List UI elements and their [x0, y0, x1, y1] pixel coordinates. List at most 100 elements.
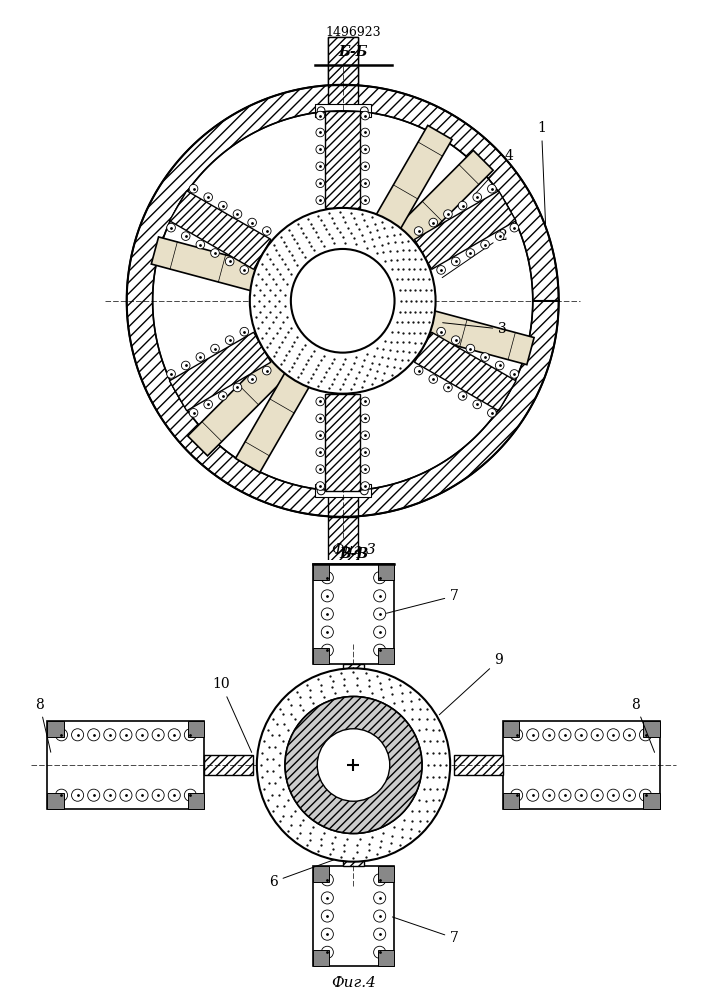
Circle shape: [458, 201, 467, 210]
Circle shape: [316, 162, 325, 171]
Circle shape: [373, 590, 386, 602]
Circle shape: [204, 193, 213, 202]
Bar: [378, 866, 394, 882]
Bar: [188, 793, 204, 809]
Circle shape: [373, 892, 386, 904]
Circle shape: [204, 400, 213, 409]
Circle shape: [361, 465, 370, 473]
Circle shape: [218, 201, 227, 210]
Circle shape: [317, 487, 325, 495]
Text: 1: 1: [537, 121, 546, 224]
Circle shape: [481, 353, 489, 361]
Circle shape: [543, 789, 555, 801]
Circle shape: [466, 344, 474, 353]
Circle shape: [607, 789, 619, 801]
Bar: [47, 793, 64, 809]
Bar: [47, 721, 64, 737]
Bar: [315, 104, 370, 117]
Circle shape: [361, 397, 370, 406]
Bar: [313, 950, 329, 966]
Circle shape: [527, 729, 539, 741]
Circle shape: [373, 910, 386, 922]
Bar: [327, 517, 358, 564]
Circle shape: [291, 249, 395, 353]
Circle shape: [361, 487, 368, 495]
Polygon shape: [414, 191, 516, 269]
Circle shape: [233, 383, 242, 392]
Text: 9: 9: [439, 653, 503, 715]
Circle shape: [373, 626, 386, 638]
Circle shape: [321, 928, 334, 940]
Polygon shape: [170, 191, 271, 269]
Circle shape: [120, 729, 132, 741]
Circle shape: [316, 431, 325, 440]
Circle shape: [316, 414, 325, 423]
Circle shape: [437, 327, 445, 336]
Text: 2: 2: [442, 229, 507, 278]
Circle shape: [88, 789, 100, 801]
Circle shape: [373, 572, 386, 584]
Circle shape: [488, 409, 496, 417]
Circle shape: [321, 946, 334, 958]
Circle shape: [55, 789, 68, 801]
Bar: [643, 721, 660, 737]
Circle shape: [185, 729, 197, 741]
Circle shape: [247, 218, 257, 227]
Text: Б-Б: Б-Б: [339, 45, 368, 59]
Circle shape: [167, 223, 175, 232]
Text: 10: 10: [213, 677, 252, 752]
Circle shape: [591, 729, 603, 741]
Bar: [378, 564, 394, 580]
Circle shape: [527, 789, 539, 801]
Text: 3: 3: [443, 322, 507, 336]
Circle shape: [316, 397, 325, 406]
Bar: [313, 564, 329, 580]
Circle shape: [316, 448, 325, 457]
Circle shape: [189, 184, 198, 193]
Circle shape: [211, 249, 219, 257]
Bar: [344, 664, 363, 688]
Circle shape: [452, 336, 460, 344]
Circle shape: [321, 892, 334, 904]
Circle shape: [321, 590, 334, 602]
Circle shape: [373, 946, 386, 958]
Circle shape: [316, 111, 325, 120]
Bar: [327, 37, 358, 85]
Bar: [503, 721, 660, 809]
Bar: [313, 866, 394, 966]
Circle shape: [639, 789, 652, 801]
Bar: [313, 648, 329, 664]
Circle shape: [414, 366, 423, 375]
Circle shape: [316, 465, 325, 473]
Circle shape: [361, 414, 370, 423]
Polygon shape: [187, 150, 493, 456]
Polygon shape: [170, 332, 271, 411]
Circle shape: [361, 111, 370, 120]
Circle shape: [168, 789, 180, 801]
Circle shape: [182, 361, 190, 370]
Circle shape: [373, 928, 386, 940]
Circle shape: [473, 193, 481, 202]
Polygon shape: [325, 394, 360, 491]
Circle shape: [321, 874, 334, 886]
Circle shape: [624, 729, 636, 741]
Bar: [378, 950, 394, 966]
Circle shape: [361, 431, 370, 440]
Circle shape: [373, 608, 386, 620]
Text: 8: 8: [35, 698, 51, 752]
Text: 7: 7: [387, 589, 459, 613]
Bar: [315, 484, 370, 497]
Circle shape: [591, 789, 603, 801]
Circle shape: [361, 448, 370, 457]
Text: Фиг.4: Фиг.4: [331, 976, 376, 990]
Circle shape: [88, 729, 100, 741]
Circle shape: [510, 789, 522, 801]
Circle shape: [285, 697, 422, 833]
Circle shape: [639, 729, 652, 741]
Circle shape: [104, 729, 116, 741]
Circle shape: [488, 184, 496, 193]
Bar: [454, 755, 503, 775]
Circle shape: [226, 257, 234, 266]
Polygon shape: [235, 125, 452, 472]
Circle shape: [321, 644, 334, 656]
